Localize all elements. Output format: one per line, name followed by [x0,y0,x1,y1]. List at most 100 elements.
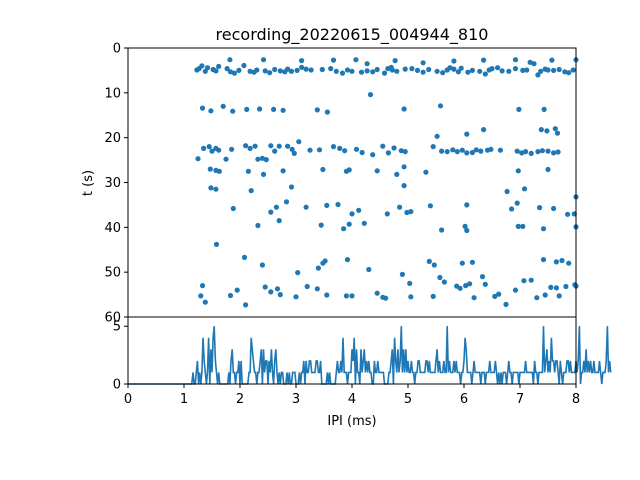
scatter-point [330,57,337,63]
scatter-point [427,203,433,209]
scatter-point [441,279,447,285]
scatter-point [247,68,253,74]
histogram-y-axis: 05 [113,320,128,393]
scatter-point [277,292,283,298]
scatter-point [464,131,470,137]
histogram-y-tick-label: 5 [113,320,121,335]
scatter-point [304,283,310,290]
scatter-point [234,287,240,293]
scatter-point [521,278,527,284]
scatter-point [481,57,487,63]
scatter-point [344,257,351,263]
scatter-point [324,202,330,208]
scatter-point [464,227,470,234]
scatter-y-axis-label: t (s) [81,170,96,196]
scatter-point [540,257,547,263]
scatter-point [199,283,206,289]
scatter-point [216,147,222,153]
scatter-point [227,57,233,63]
scatter-point [408,294,414,300]
scatter-point [545,148,551,154]
scatter-point [459,260,465,266]
scatter-point [257,106,263,112]
scatter-point [553,259,560,265]
scatter-point [303,66,309,72]
scatter-point [549,57,555,63]
scatter-point [559,257,565,264]
scatter-point [314,286,320,292]
scatter-point [288,184,295,190]
scatter-point [367,92,374,98]
scatter-point [479,274,486,280]
scatter-point [545,67,551,73]
scatter-point [319,66,325,73]
scatter-point [243,143,249,149]
scatter-point [308,67,314,73]
scatter-point [236,67,242,73]
scatter-y-tick-label: 30 [104,176,121,191]
scatter-point [263,157,269,163]
scatter-point [467,281,473,287]
scatter-point [503,301,509,307]
scatter-point [538,68,544,74]
scatter-point [277,68,283,74]
scatter-point [296,139,302,145]
scatter-point [451,66,457,72]
scatter-point [423,169,429,175]
scatter-point [276,143,282,149]
scatter-point [523,149,529,155]
scatter-point [231,70,237,76]
scatter-point [283,199,290,205]
scatter-point [324,292,330,298]
scatter-point [457,285,463,291]
scatter-point [566,260,572,266]
scatter-point [399,271,405,277]
scatter-point [384,211,390,217]
scatter-point [492,293,498,299]
scatter-point [204,65,211,71]
scatter-point [244,106,250,112]
scatter-point [554,130,561,136]
scatter-point [285,143,291,149]
scatter-point [199,63,205,69]
scatter-point [562,69,568,75]
scatter-point [434,68,440,74]
scatter-point [227,292,234,299]
scatter-point [402,149,408,155]
scatter-point [314,107,320,113]
scatter-point [220,103,226,109]
scatter-point [462,223,468,229]
scatter-point [439,148,445,154]
scatter-point [198,293,204,299]
scatter-point [299,58,305,64]
scatter-point [337,145,343,151]
histogram-x-tick-label: 7 [516,392,524,407]
scatter-point [201,145,207,151]
scatter-point [535,72,541,78]
scatter-plot-area [128,48,576,317]
scatter-point [349,211,355,217]
scatter-point [528,150,534,156]
scatter-point [267,70,273,76]
scatter-point [556,293,562,299]
scatter-point [401,106,407,112]
scatter-point [521,186,528,192]
scatter-point [366,266,372,273]
scatter-point [245,168,251,174]
scatter-point [260,171,267,177]
scatter-point [330,144,337,150]
scatter-point [349,68,355,74]
scatter-point [394,171,400,177]
scatter-point [294,67,300,73]
scatter-point [431,262,437,268]
scatter-point [527,59,533,65]
scatter-point [402,66,408,72]
scatter-point [374,168,380,174]
scatter-point [496,291,502,297]
scatter-point [541,106,547,112]
scatter-point [495,65,501,71]
scatter-point [551,205,557,212]
scatter-point [555,149,561,155]
scatter-point [299,64,305,70]
scatter-points [194,57,579,308]
